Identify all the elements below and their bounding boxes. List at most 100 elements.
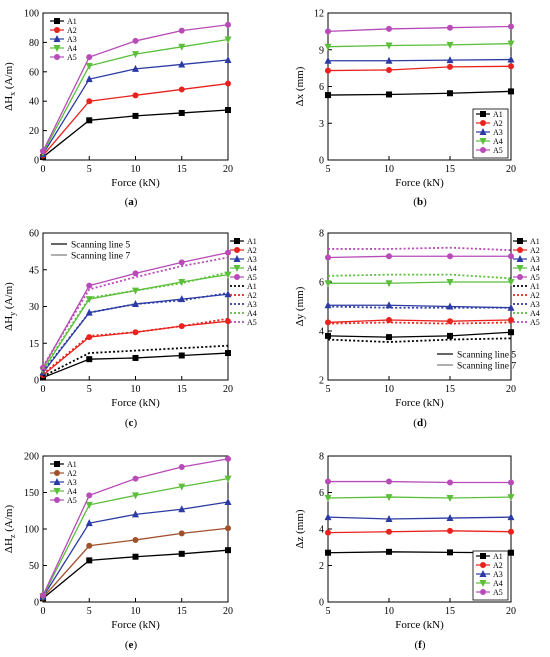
legend-item-A1: A1	[50, 460, 77, 469]
x-axis-label: Force (kN)	[395, 177, 444, 189]
marker-A1	[386, 548, 392, 555]
marker-A5	[386, 478, 392, 485]
legend-label: A4	[67, 44, 77, 53]
marker-A5	[517, 274, 523, 280]
marker-A1	[132, 112, 139, 119]
legend-item-A5: A5	[476, 146, 503, 155]
legend-label: A2	[493, 119, 503, 128]
legend-label: A2	[247, 291, 257, 300]
line-key-label: Scanning line 5	[457, 351, 516, 361]
marker-A4	[324, 494, 332, 502]
series-A2	[40, 80, 231, 159]
marker-A1	[386, 334, 392, 341]
marker-A5	[325, 254, 331, 261]
marker-A4	[479, 138, 487, 145]
series-line	[42, 59, 229, 155]
x-axis-label: Force (kN)	[111, 619, 160, 631]
marker-A1	[86, 356, 93, 363]
marker-A5	[178, 259, 185, 266]
series-line	[42, 317, 229, 375]
legend-label: A1	[530, 237, 540, 246]
series-A3-line5	[327, 305, 511, 309]
series-A2-line7	[40, 318, 231, 379]
y-tick-label: 0	[34, 376, 39, 387]
marker-A2	[132, 536, 139, 543]
x-tick-label: 20	[506, 384, 516, 395]
series-A5-line7	[325, 253, 514, 261]
x-tick-label: 20	[506, 606, 516, 617]
y-tick-label: 6	[319, 488, 324, 499]
legend-item-A5: A5	[50, 496, 77, 505]
series-A2	[40, 525, 231, 601]
x-axis-label: Force (kN)	[111, 177, 160, 189]
legend-item-A4: A4	[230, 309, 257, 318]
marker-A1	[386, 91, 392, 98]
marker-A1	[225, 350, 231, 357]
x-tick-label: 5	[326, 164, 331, 175]
marker-A1	[508, 549, 514, 556]
series-A5	[325, 23, 514, 35]
legend-item-A1: A1	[476, 552, 503, 561]
x-tick-label: 10	[131, 384, 141, 395]
marker-A2	[54, 27, 60, 33]
legend-item-A3: A3	[476, 570, 503, 579]
marker-A4	[132, 51, 139, 59]
marker-A1	[517, 238, 523, 244]
y-tick-label: 4	[319, 525, 324, 536]
legend-label: A5	[67, 496, 77, 505]
legend-label: A4	[67, 487, 77, 496]
x-tick-label: 15	[177, 606, 187, 617]
marker-A5	[86, 492, 93, 499]
marker-A3	[178, 60, 186, 68]
series-A5-line5	[42, 256, 229, 367]
y-tick-label: 80	[29, 38, 39, 49]
y-axis-label: ΔHz (A/m)	[3, 505, 17, 554]
y-axis-label: Δx (mm)	[294, 66, 306, 106]
series-line	[327, 321, 512, 325]
panel-caption: (a)	[125, 196, 138, 208]
x-tick-label: 0	[41, 606, 46, 617]
y-tick-label: 50	[29, 561, 39, 572]
legend-label: A1	[247, 237, 257, 246]
y-tick-label: 3	[319, 119, 324, 130]
y-tick-label: 8	[319, 452, 324, 463]
marker-A2	[54, 470, 60, 476]
marker-A1	[325, 92, 331, 99]
marker-A5	[132, 475, 139, 482]
y-tick-label: 12	[314, 9, 324, 20]
y-tick-label: 6	[319, 82, 324, 93]
legend-label: A5	[493, 588, 503, 597]
legend-label: A5	[247, 273, 257, 282]
marker-A3	[479, 570, 487, 577]
legend-label: A1	[530, 282, 540, 291]
series-line	[42, 256, 229, 367]
marker-A1	[178, 550, 185, 557]
series-A4-line5	[327, 273, 512, 280]
marker-A4	[385, 42, 393, 50]
legend-label: A4	[493, 579, 503, 588]
legend-label: A3	[530, 300, 540, 309]
series-line	[42, 344, 229, 378]
marker-A2	[447, 318, 453, 325]
marker-A4	[53, 488, 61, 495]
marker-A4	[53, 45, 61, 52]
marker-A5	[447, 24, 453, 31]
y-tick-label: 200	[24, 452, 39, 463]
marker-A5	[480, 147, 486, 153]
y-tick-label: 4	[319, 327, 324, 338]
y-tick-label: 40	[29, 97, 39, 108]
legend-label: A5	[67, 53, 77, 62]
marker-A4	[507, 494, 515, 502]
legend-label: A4	[493, 137, 503, 146]
x-tick-label: 15	[445, 384, 455, 395]
legend-item-A2: A2	[230, 291, 257, 300]
marker-A3	[53, 35, 61, 42]
marker-A3	[507, 513, 515, 521]
marker-A1	[447, 549, 453, 556]
